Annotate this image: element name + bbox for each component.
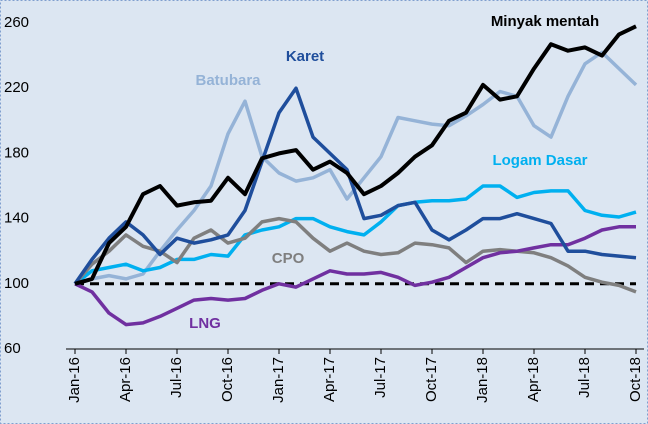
- series-line: [73, 184, 637, 286]
- x-tick-label: Oct-16: [219, 357, 236, 402]
- y-tick-label: 60: [4, 340, 21, 357]
- y-tick-label: 260: [4, 14, 29, 31]
- series-label: CPO: [272, 250, 305, 267]
- y-tick-label: 220: [4, 79, 29, 96]
- x-tick-label: Jul-16: [168, 357, 185, 398]
- series-line: [73, 86, 637, 285]
- y-tick-label: 140: [4, 210, 29, 227]
- y-tick-label: 100: [4, 275, 29, 292]
- series-label: LNG: [189, 315, 221, 332]
- series-line: [74, 225, 636, 327]
- x-tick-label: Jan-16: [66, 357, 83, 403]
- x-tick-label: Jul-18: [576, 357, 593, 398]
- series-line: [74, 24, 637, 286]
- series-label: Batubara: [195, 72, 261, 89]
- series-line: [74, 50, 638, 286]
- series-label: Logam Dasar: [492, 152, 587, 169]
- x-tick-label: Apr-17: [321, 357, 338, 402]
- x-tick-label: Jan-17: [270, 357, 287, 403]
- x-tick-label: Apr-16: [117, 357, 134, 402]
- x-tick-label: Oct-18: [627, 357, 644, 402]
- y-tick-label: 180: [4, 144, 29, 161]
- x-tick-label: Jan-18: [474, 357, 491, 403]
- x-tick-label: Apr-18: [525, 357, 542, 402]
- x-tick-label: Jul-17: [372, 357, 389, 398]
- series-line: [73, 216, 637, 294]
- series-label: Karet: [286, 48, 324, 65]
- series-label: Minyak mentah: [491, 13, 599, 30]
- x-tick-label: Oct-17: [423, 357, 440, 402]
